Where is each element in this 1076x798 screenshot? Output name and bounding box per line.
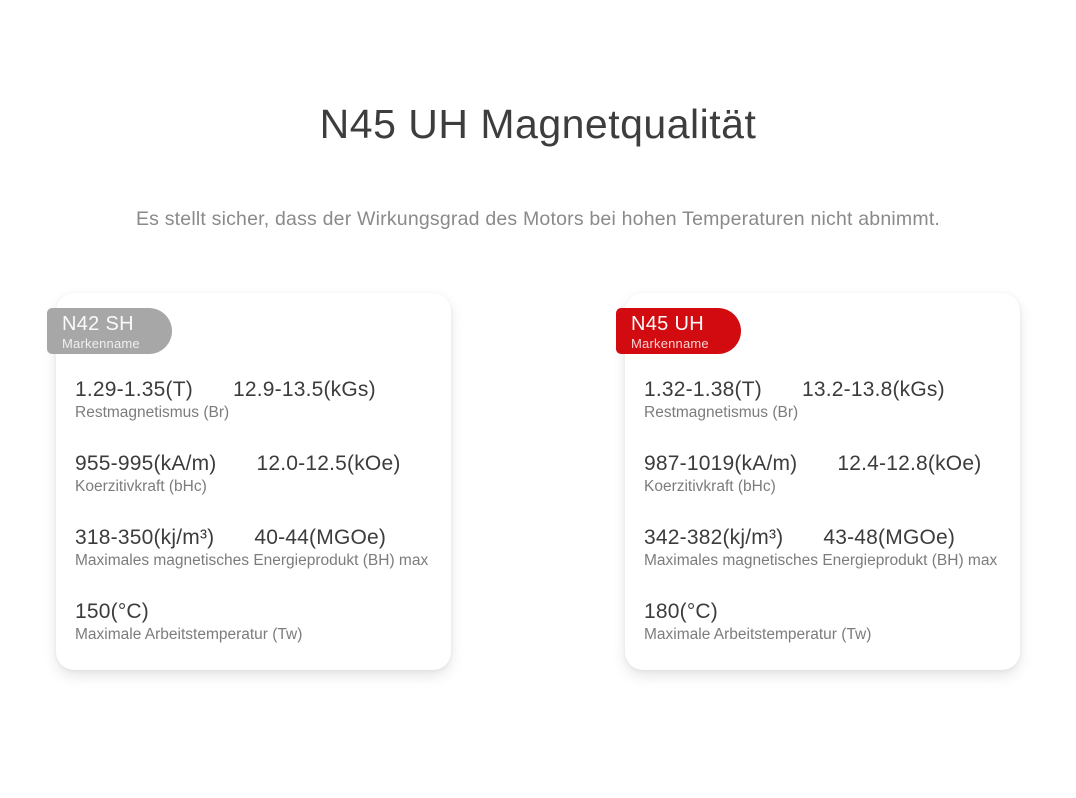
spec-value-cgs: 13.2-13.8(kGs)	[801, 378, 945, 401]
spec-values: 955-995(kA/m) 12.0-12.5(kOe)	[75, 451, 433, 476]
spec-value-si: 1.29-1.35(T)	[75, 378, 193, 401]
spec-values: 1.32-1.38(T) 13.2-13.8(kGs)	[644, 377, 1002, 402]
spec-values: 987-1019(kA/m) 12.4-12.8(kOe)	[644, 451, 1002, 476]
spec-row-remanence: 1.32-1.38(T) 13.2-13.8(kGs) Restmagnetis…	[644, 377, 1002, 423]
spec-value-si: 955-995(kA/m)	[75, 452, 217, 475]
grade-badge-label: Markenname	[631, 336, 709, 351]
spec-value-si: 150(°C)	[75, 600, 149, 623]
grade-badge-gray: N42 SH Markenname	[47, 308, 172, 354]
grade-name: N42 SH	[62, 313, 134, 335]
spec-value-si: 180(°C)	[644, 600, 718, 623]
spec-label: Maximales magnetisches Energieprodukt (B…	[75, 552, 429, 569]
spec-values: 150(°C)	[75, 599, 433, 624]
spec-value-cgs: 40-44(MGOe)	[254, 526, 387, 549]
spec-label: Maximale Arbeitstemperatur (Tw)	[644, 626, 872, 643]
spec-row-energy-product: 318-350(kj/m³) 40-44(MGOe) Maximales mag…	[75, 525, 433, 571]
spec-label: Koerzitivkraft (bHc)	[644, 478, 776, 495]
spec-row-max-temperature: 180(°C) Maximale Arbeitstemperatur (Tw)	[644, 599, 1002, 645]
spec-value-cgs: 12.4-12.8(kOe)	[837, 452, 982, 475]
spec-values: 342-382(kj/m³) 43-48(MGOe)	[644, 525, 1002, 550]
spec-row-max-temperature: 150(°C) Maximale Arbeitstemperatur (Tw)	[75, 599, 433, 645]
comparison-cards: N42 SH Markenname 1.29-1.35(T) 12.9-13.5…	[0, 293, 1076, 670]
spec-row-energy-product: 342-382(kj/m³) 43-48(MGOe) Maximales mag…	[644, 525, 1002, 571]
spec-label: Maximales magnetisches Energieprodukt (B…	[644, 552, 998, 569]
grade-badge-label: Markenname	[62, 336, 140, 351]
spec-values: 318-350(kj/m³) 40-44(MGOe)	[75, 525, 433, 550]
page-title: N45 UH Magnetqualität	[319, 101, 757, 147]
spec-row-coercivity: 987-1019(kA/m) 12.4-12.8(kOe) Koerzitivk…	[644, 451, 1002, 497]
spec-label: Restmagnetismus (Br)	[75, 404, 230, 421]
spec-value-si: 318-350(kj/m³)	[75, 526, 215, 549]
spec-card-n42sh: N42 SH Markenname 1.29-1.35(T) 12.9-13.5…	[47, 293, 451, 670]
grade-badge-red: N45 UH Markenname	[616, 308, 741, 354]
spec-value-cgs: 43-48(MGOe)	[823, 526, 956, 549]
spec-values: 180(°C)	[644, 599, 1002, 624]
grade-name: N45 UH	[631, 313, 704, 335]
spec-value-si: 1.32-1.38(T)	[644, 378, 762, 401]
spec-label: Restmagnetismus (Br)	[644, 404, 799, 421]
spec-row-coercivity: 955-995(kA/m) 12.0-12.5(kOe) Koerzitivkr…	[75, 451, 433, 497]
spec-label: Maximale Arbeitstemperatur (Tw)	[75, 626, 303, 643]
spec-value-si: 342-382(kj/m³)	[644, 526, 784, 549]
spec-label: Koerzitivkraft (bHc)	[75, 478, 207, 495]
spec-value-cgs: 12.0-12.5(kOe)	[256, 452, 401, 475]
spec-list: 1.29-1.35(T) 12.9-13.5(kGs) Restmagnetis…	[56, 293, 451, 645]
spec-value-cgs: 12.9-13.5(kGs)	[232, 378, 376, 401]
page-subtitle: Es stellt sicher, dass der Wirkungsgrad …	[135, 208, 941, 230]
spec-list: 1.32-1.38(T) 13.2-13.8(kGs) Restmagnetis…	[625, 293, 1020, 645]
spec-value-si: 987-1019(kA/m)	[644, 452, 798, 475]
spec-card-n45uh: N45 UH Markenname 1.32-1.38(T) 13.2-13.8…	[616, 293, 1020, 670]
spec-row-remanence: 1.29-1.35(T) 12.9-13.5(kGs) Restmagnetis…	[75, 377, 433, 423]
spec-values: 1.29-1.35(T) 12.9-13.5(kGs)	[75, 377, 433, 402]
